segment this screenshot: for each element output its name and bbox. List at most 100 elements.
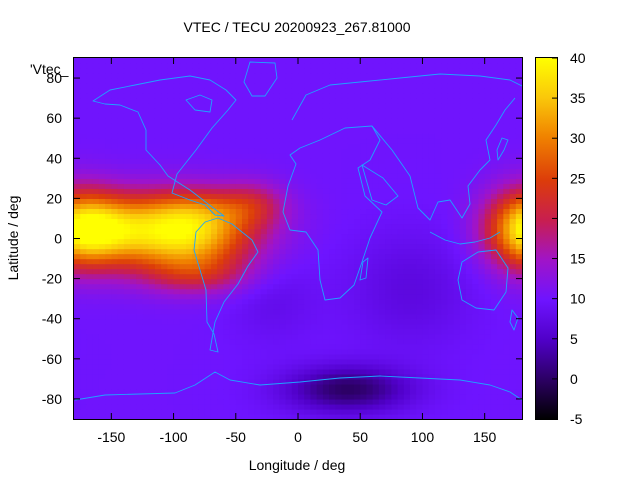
heatmap-cell — [173, 248, 181, 255]
heatmap-cell — [397, 288, 405, 295]
heatmap-cell — [223, 73, 231, 79]
heatmap-cell — [441, 363, 448, 370]
heatmap-cell — [136, 293, 144, 300]
heatmap-cell — [298, 128, 305, 134]
heatmap-cell — [391, 133, 399, 139]
heatmap-cell — [242, 243, 249, 250]
heatmap-cell — [80, 303, 88, 310]
heatmap-cell — [385, 308, 392, 315]
heatmap-cell — [335, 188, 343, 194]
heatmap-cell — [347, 393, 355, 400]
heatmap-cell — [347, 293, 355, 300]
heatmap-cell — [329, 198, 336, 204]
heatmap-cell — [186, 148, 193, 154]
heatmap-cell — [372, 218, 380, 225]
heatmap-cell — [291, 228, 299, 235]
heatmap-cell — [285, 108, 293, 114]
heatmap-cell — [192, 303, 200, 310]
heatmap-cell — [428, 278, 436, 285]
heatmap-cell — [117, 273, 125, 280]
heatmap-cell — [410, 348, 417, 355]
heatmap-cell — [74, 268, 81, 275]
heatmap-cell — [136, 153, 144, 159]
heatmap-cell — [416, 88, 424, 94]
heatmap-cell — [92, 233, 100, 240]
heatmap-cell — [273, 88, 280, 94]
heatmap-cell — [248, 323, 256, 330]
heatmap-cell — [484, 93, 492, 99]
heatmap-cell — [98, 258, 106, 265]
heatmap-cell — [372, 288, 380, 295]
heatmap-cell — [416, 313, 424, 320]
heatmap-cell — [161, 363, 168, 370]
heatmap-cell — [447, 123, 455, 129]
heatmap-cell — [335, 268, 343, 275]
heatmap-cell — [217, 323, 224, 330]
heatmap-cell — [167, 403, 175, 410]
heatmap-cell — [509, 168, 517, 174]
heatmap-cell — [260, 183, 268, 189]
heatmap-cell — [148, 253, 156, 260]
heatmap-cell — [391, 273, 399, 280]
heatmap-cell — [316, 228, 324, 235]
heatmap-cell — [304, 153, 312, 159]
heatmap-cell — [490, 193, 498, 199]
heatmap-cell — [416, 338, 424, 345]
heatmap-cell — [198, 318, 206, 325]
heatmap-cell — [316, 328, 324, 335]
heatmap-cell — [441, 343, 448, 350]
heatmap-cell — [204, 253, 212, 260]
heatmap-cell — [117, 138, 125, 144]
heatmap-cell — [341, 93, 349, 99]
heatmap-cell — [130, 403, 137, 410]
heatmap-cell — [111, 173, 119, 179]
heatmap-cell — [478, 398, 486, 405]
heatmap-cell — [142, 288, 150, 295]
heatmap-cell — [235, 303, 243, 310]
heatmap-cell — [235, 118, 243, 124]
heatmap-cell — [366, 228, 374, 235]
heatmap-cell — [86, 303, 94, 310]
heatmap-cell — [136, 398, 144, 405]
heatmap-cell — [316, 153, 324, 159]
heatmap-cell — [161, 113, 168, 119]
heatmap-cell — [242, 168, 249, 174]
heatmap-cell — [92, 98, 100, 104]
heatmap-cell — [279, 163, 287, 169]
heatmap-cell — [235, 343, 243, 350]
heatmap-cell — [105, 238, 112, 245]
heatmap-cell — [179, 228, 187, 235]
heatmap-cell — [130, 193, 137, 199]
heatmap-cell — [503, 113, 511, 119]
heatmap-cell — [453, 143, 461, 149]
heatmap-cell — [378, 413, 386, 420]
heatmap-cell — [92, 218, 100, 225]
heatmap-cell — [105, 113, 112, 119]
heatmap-cell — [478, 243, 486, 250]
heatmap-cell — [378, 148, 386, 154]
heatmap-cell — [298, 88, 305, 94]
heatmap-cell — [434, 178, 442, 184]
heatmap-cell — [416, 323, 424, 330]
heatmap-cell — [447, 98, 455, 104]
heatmap-cell — [428, 303, 436, 310]
heatmap-cell — [447, 153, 455, 159]
heatmap-cell — [298, 358, 305, 365]
heatmap-cell — [92, 243, 100, 250]
heatmap-cell — [80, 68, 88, 74]
heatmap-cell — [74, 88, 81, 94]
heatmap-cell — [210, 378, 218, 385]
heatmap-cell — [105, 218, 112, 225]
heatmap-cell — [316, 368, 324, 375]
heatmap-cell — [354, 213, 361, 220]
heatmap-cell — [453, 343, 461, 350]
heatmap-cell — [360, 248, 368, 255]
heatmap-cell — [86, 413, 94, 420]
heatmap-cell — [136, 213, 144, 220]
heatmap-cell — [441, 98, 448, 104]
heatmap-cell — [74, 393, 81, 400]
heatmap-cell — [397, 103, 405, 109]
heatmap-cell — [123, 108, 131, 114]
heatmap-cell — [335, 223, 343, 230]
heatmap-cell — [354, 358, 361, 365]
